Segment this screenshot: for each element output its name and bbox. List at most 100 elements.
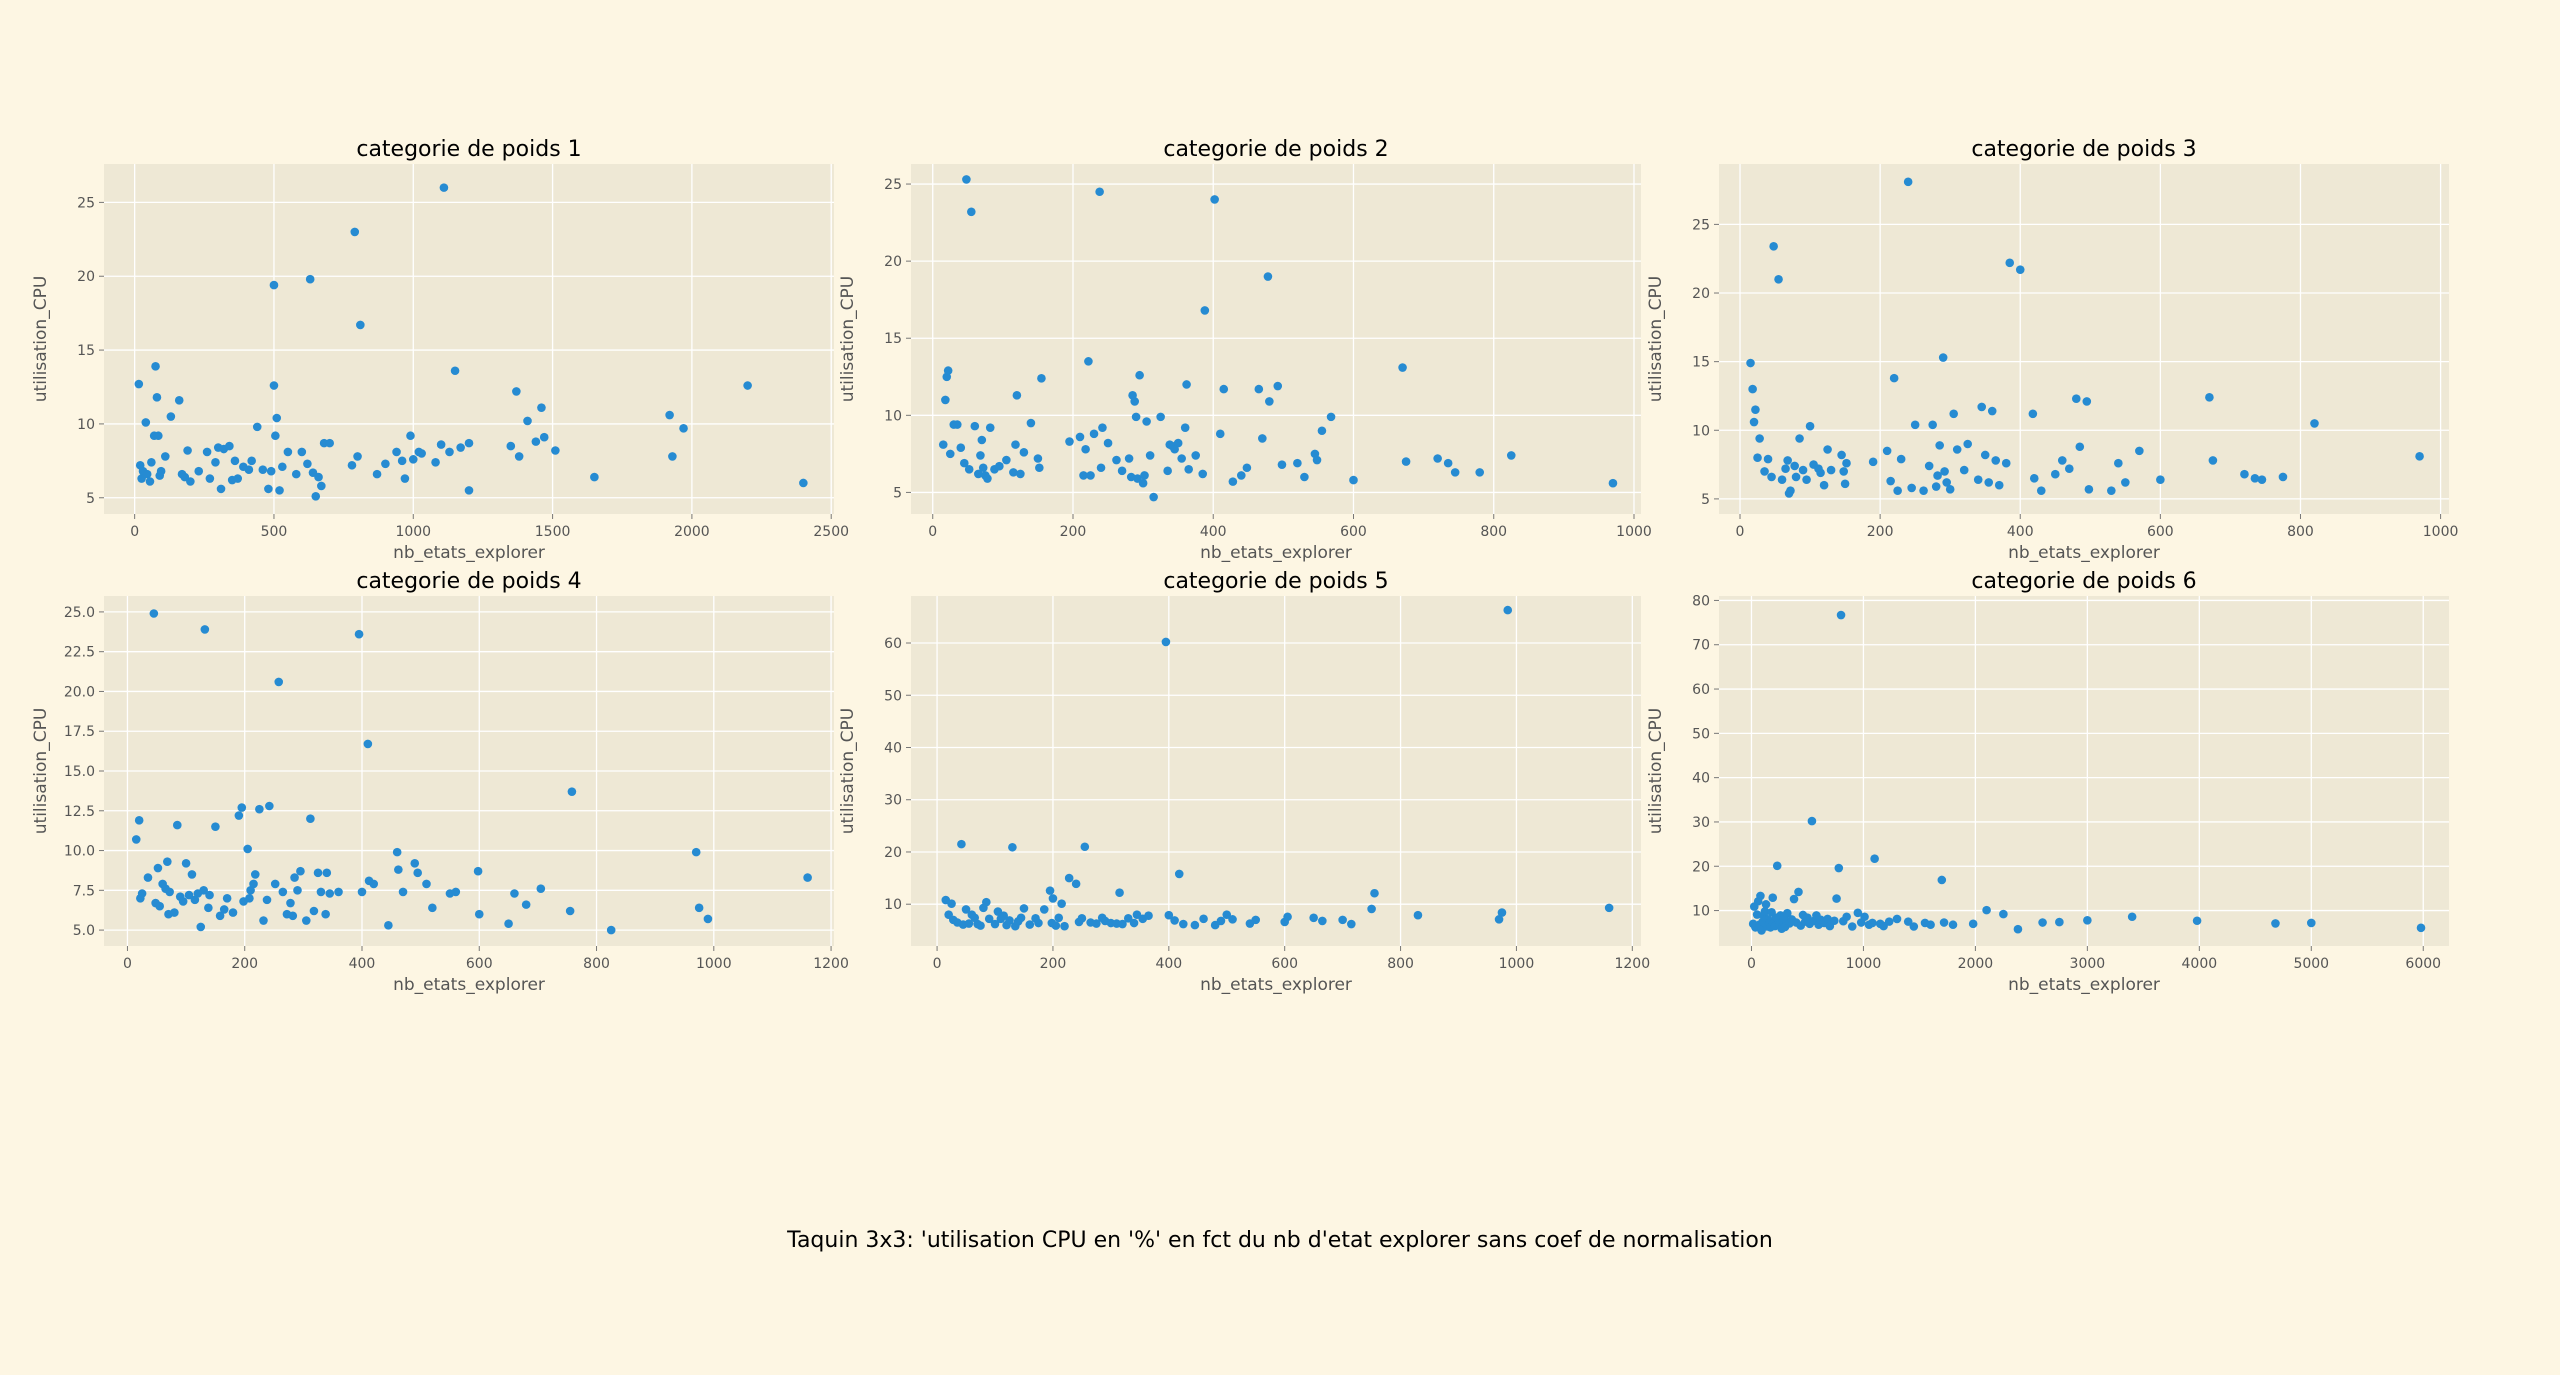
data-point [1037, 374, 1046, 383]
data-point [1048, 894, 1058, 903]
data-point [141, 418, 151, 427]
data-point [156, 466, 166, 476]
data-point [170, 908, 179, 917]
x-tick-label: 0 [1747, 956, 1756, 972]
data-point [1318, 916, 1327, 926]
y-axis-label: utilisation_CPU [1646, 276, 1666, 403]
y-tick-label: 5 [86, 491, 95, 507]
data-point [1173, 438, 1183, 448]
data-point [187, 870, 197, 879]
data-point [1748, 384, 1757, 394]
data-point [1236, 471, 1246, 480]
data-point [1777, 475, 1787, 484]
data-point [668, 452, 677, 461]
data-point [321, 909, 330, 919]
data-point [408, 455, 418, 464]
data-point [1228, 915, 1237, 924]
data-point [1199, 914, 1208, 924]
y-tick-label: 20 [1692, 859, 1710, 875]
y-tick-label: 10 [1692, 423, 1710, 439]
data-point [1987, 406, 1997, 416]
data-point [2064, 464, 2074, 474]
data-point [1980, 450, 1990, 460]
data-point [347, 460, 357, 470]
x-tick-label: 600 [466, 956, 493, 972]
y-tick-label: 10.0 [64, 844, 95, 860]
data-point [959, 458, 969, 468]
data-point [1065, 437, 1074, 446]
data-point [2271, 919, 2280, 928]
data-point [945, 449, 955, 459]
data-point [1019, 904, 1029, 913]
data-point [1283, 912, 1292, 922]
data-point [1837, 450, 1846, 460]
data-point [941, 395, 950, 405]
data-point [249, 879, 258, 889]
data-point [999, 911, 1008, 921]
x-axis-label: nb_etats_explorer [1200, 543, 1352, 563]
data-point [743, 381, 752, 390]
data-point [2257, 475, 2267, 484]
data-point [1096, 463, 1106, 473]
data-point [1016, 469, 1025, 479]
y-tick-label: 20 [1692, 286, 1710, 302]
data-point [1868, 457, 1878, 467]
data-point [1819, 480, 1829, 490]
data-point [1807, 816, 1817, 826]
data-point [1942, 478, 1951, 487]
data-point [1367, 904, 1376, 914]
data-point [275, 486, 284, 495]
data-point [1826, 465, 1836, 475]
data-point [1868, 918, 1877, 928]
data-point [2001, 458, 2011, 468]
data-point [2114, 458, 2123, 468]
data-point [2029, 474, 2039, 483]
data-point [1794, 887, 1803, 897]
data-point [1129, 918, 1139, 928]
data-point [269, 280, 279, 290]
data-point [1991, 456, 2001, 465]
data-point [1968, 919, 1978, 929]
data-point [1161, 637, 1171, 647]
data-point [381, 459, 390, 469]
data-point [1760, 467, 1769, 476]
data-point [309, 906, 319, 916]
data-point [1903, 177, 1913, 187]
data-point [1937, 875, 1947, 885]
figure-caption: Taquin 3x3: 'utilisation CPU en '%' en f… [787, 1228, 1773, 1253]
data-point [1753, 453, 1762, 463]
data-point [1179, 919, 1188, 929]
data-point [204, 903, 213, 913]
data-point [679, 424, 688, 433]
data-point [1008, 842, 1017, 852]
data-point [1475, 468, 1485, 477]
data-point [1092, 919, 1101, 928]
x-tick-label: 1500 [535, 524, 571, 540]
data-point [1019, 448, 1029, 457]
data-point [252, 422, 262, 432]
y-tick-label: 60 [884, 636, 902, 652]
data-point [977, 435, 987, 445]
x-tick-label: 400 [349, 956, 376, 972]
data-point [166, 412, 176, 421]
data-point [1251, 915, 1261, 925]
data-point [590, 472, 599, 482]
data-point [216, 484, 226, 494]
data-point [230, 456, 240, 466]
y-tick-label: 25 [1692, 217, 1710, 233]
data-point [450, 366, 460, 376]
data-point [1370, 888, 1379, 898]
data-point [1254, 384, 1264, 394]
x-tick-label: 400 [2007, 524, 2034, 540]
data-point [1503, 605, 1513, 615]
data-point [474, 909, 484, 919]
data-point [703, 914, 713, 924]
data-point [183, 446, 192, 455]
data-point [1115, 888, 1124, 898]
data-point [1945, 484, 1955, 494]
data-point [1860, 912, 1869, 922]
data-point [1789, 894, 1799, 904]
subplot-3: 0 200 400 600 800 1000 5 10 15 20 25 categorie de p… [1646, 137, 2458, 563]
data-point [1752, 910, 1762, 919]
data-point [537, 403, 546, 412]
